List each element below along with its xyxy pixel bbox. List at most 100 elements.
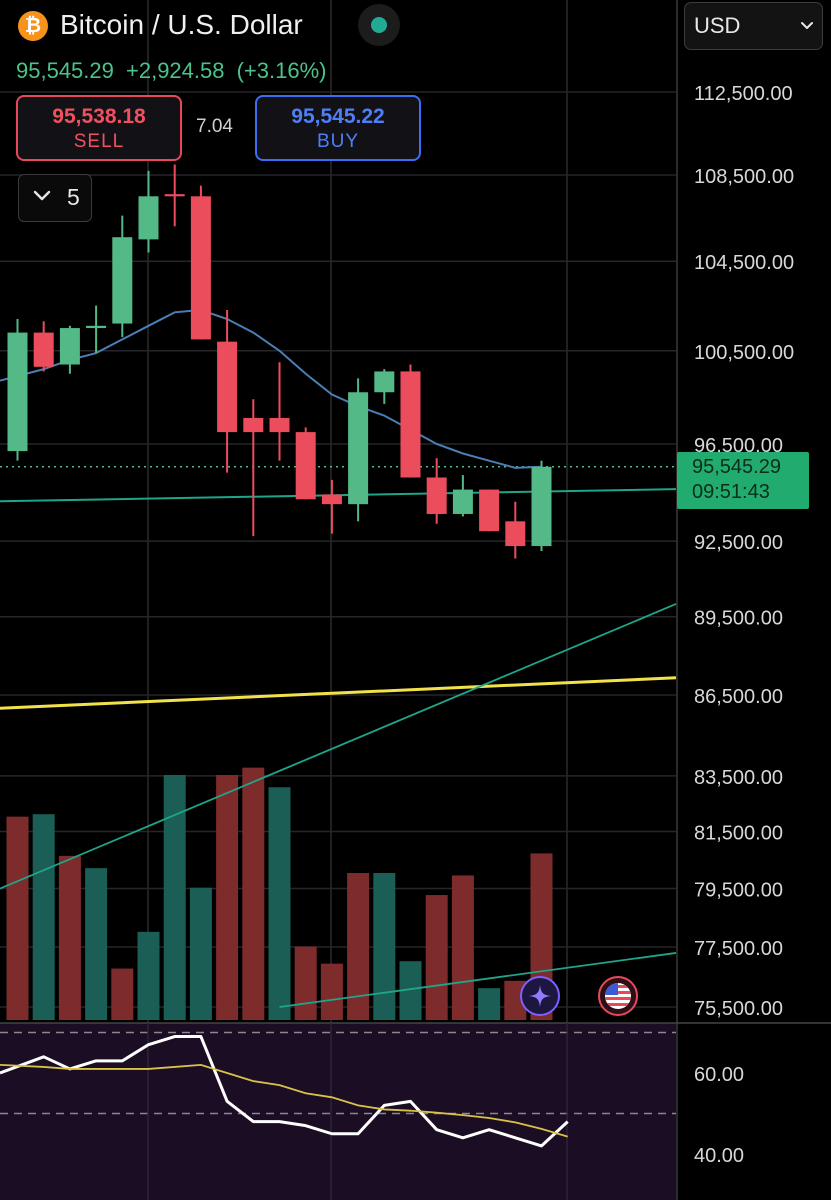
candle-body — [112, 237, 133, 324]
current-price-label: 95,545.29 — [692, 456, 781, 478]
volume-bar — [32, 814, 55, 1020]
candle — [112, 215, 133, 338]
candlestick-series[interactable] — [7, 164, 552, 559]
price-axis-label: 96,500.00 — [694, 435, 783, 457]
volume-bar — [242, 767, 265, 1020]
sell-label: SELL — [73, 131, 125, 152]
price-axis-label: 100,500.00 — [694, 342, 794, 364]
price-change: +2,924.58 — [126, 58, 225, 83]
ai-assistant-button[interactable] — [520, 976, 560, 1016]
candle-body — [348, 392, 369, 505]
economic-calendar-button[interactable] — [598, 976, 638, 1016]
live-dot-icon — [371, 17, 387, 33]
volume-bar — [111, 968, 134, 1020]
volume-bar — [137, 931, 160, 1020]
price-axis-label: 112,500.00 — [694, 83, 793, 105]
chevron-down-icon — [33, 190, 51, 201]
price-change-percent: (+3.16%) — [236, 58, 327, 83]
rsi-line — [0, 1035, 569, 1148]
volume-bar — [294, 946, 317, 1020]
candle — [452, 475, 473, 517]
price-axis-label: 81,500.00 — [694, 823, 783, 845]
price-axis-label: 89,500.00 — [694, 608, 783, 630]
candle-body — [190, 196, 211, 340]
candle-body — [243, 417, 264, 433]
rsi-ma-line — [0, 1063, 568, 1138]
sell-button[interactable]: 95,538.18 SELL — [16, 95, 182, 161]
candle-body — [59, 328, 80, 365]
volume-bar — [189, 887, 212, 1020]
chart-header: ₿ Bitcoin / U.S. Dollar 95,545.29 +2,924… — [0, 0, 676, 230]
currency-value: USD — [694, 13, 741, 38]
candle-body — [321, 494, 342, 505]
candle — [243, 399, 264, 537]
spread-value: 7.04 — [196, 116, 233, 137]
candle — [33, 321, 54, 372]
price-axis-label: 77,500.00 — [694, 938, 783, 960]
candle-body — [400, 371, 421, 478]
candle — [217, 310, 238, 473]
chart-grid — [0, 0, 678, 1200]
rsi-axis-label: 40.00 — [694, 1145, 744, 1167]
candle — [531, 460, 552, 552]
price-axis-label: 79,500.00 — [694, 880, 783, 902]
current-price-tag: 95,545.29 09:51:43 — [677, 452, 809, 509]
price-axis-label: 83,500.00 — [694, 767, 783, 789]
candle-body — [86, 325, 107, 329]
candle-body — [138, 196, 159, 240]
candle-body — [531, 466, 552, 547]
us-flag-icon — [605, 983, 631, 1009]
candle-body — [269, 417, 290, 433]
trend-line — [279, 952, 677, 1008]
volume-bar — [478, 988, 501, 1020]
buy-button[interactable]: 95,545.22 BUY — [255, 95, 421, 161]
bar-countdown: 09:51:43 — [692, 481, 770, 503]
candle — [138, 170, 159, 253]
volume-bar — [347, 873, 370, 1020]
volume-bar — [6, 816, 29, 1020]
candle — [7, 319, 28, 461]
candle — [86, 305, 107, 354]
volume-bars — [6, 767, 553, 1020]
candle-body — [426, 477, 447, 514]
buy-price: 95,545.22 — [291, 105, 385, 128]
candle — [374, 369, 395, 404]
volume-bar — [451, 875, 474, 1020]
candle — [321, 479, 342, 534]
sparkle-icon — [529, 985, 551, 1007]
last-price: 95,545.29 — [16, 58, 114, 83]
candle-body — [295, 432, 316, 500]
buy-label: BUY — [316, 131, 360, 152]
trend-line — [0, 603, 677, 890]
candle-body — [479, 489, 500, 532]
price-axis-label: 86,500.00 — [694, 686, 783, 708]
volume-bar — [85, 868, 108, 1020]
currency-select[interactable]: USD — [684, 2, 823, 50]
moving-average-line — [0, 309, 542, 469]
price-axis-label: 92,500.00 — [694, 532, 783, 554]
price-summary: 95,545.29 +2,924.58 (+3.16%) — [16, 58, 333, 84]
volume-bar — [425, 895, 448, 1020]
indicators-collapse-button[interactable]: 5 — [18, 174, 92, 222]
volume-bar — [373, 873, 396, 1020]
rsi-pane: 60.00 40.00 — [0, 1022, 831, 1200]
price-axis-label: 104,500.00 — [694, 252, 794, 274]
price-axis-label: 75,500.00 — [694, 998, 783, 1020]
trend-line — [0, 676, 677, 710]
price-axis[interactable]: 112,500.00 108,500.00 104,500.00 100,500.00… — [694, 83, 794, 1020]
candle-body — [217, 341, 238, 433]
price-axis-label: 108,500.00 — [694, 166, 794, 188]
bitcoin-logo-icon: ₿ — [18, 11, 48, 41]
candle — [348, 378, 369, 522]
volume-bar — [320, 963, 343, 1020]
candle — [269, 362, 290, 461]
candle — [426, 458, 447, 524]
market-open-indicator[interactable] — [358, 4, 400, 46]
candle — [505, 501, 526, 559]
candle-body — [33, 332, 54, 367]
symbol-title[interactable]: Bitcoin / U.S. Dollar — [60, 9, 303, 40]
candle — [164, 164, 185, 227]
candle-body — [164, 194, 185, 197]
candle-body — [452, 489, 473, 514]
